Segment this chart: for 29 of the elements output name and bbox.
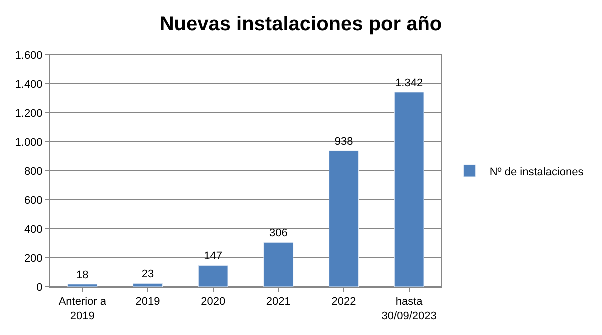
bar [264,242,294,287]
y-tick-label: 800 [24,166,43,178]
bar [394,92,424,287]
data-label: 1.342 [396,77,424,90]
y-tick-label: 1.200 [15,108,43,120]
data-label: 23 [142,268,154,281]
data-label: 147 [204,250,223,263]
x-tick-label: 2020 [201,296,226,308]
bar [68,284,98,287]
x-tick-label: hasta 30/09/2023 [382,296,437,322]
y-tick-label: 600 [24,194,43,207]
x-tick-label: 2021 [266,296,291,308]
data-label: 306 [269,228,288,240]
data-label: 18 [76,269,89,282]
legend-label: Nº de instalaciones [490,166,584,178]
x-tick-label: Anterior a 2019 [58,296,108,322]
y-tick-label: 0 [36,282,43,294]
y-tick-label: 1.400 [15,78,43,91]
x-tick-label: 2019 [136,296,160,308]
y-tick-label: 400 [24,224,43,236]
data-label: 938 [334,136,354,148]
bar [198,265,228,287]
y-tick-label: 1.600 [15,50,43,62]
x-tick-label: 2022 [332,296,356,308]
chart-title: Nuevas instalaciones por año [160,13,442,36]
y-tick-label: 1.000 [15,136,43,149]
bar [329,150,359,287]
bar [133,283,163,287]
y-tick-label: 200 [24,252,43,265]
